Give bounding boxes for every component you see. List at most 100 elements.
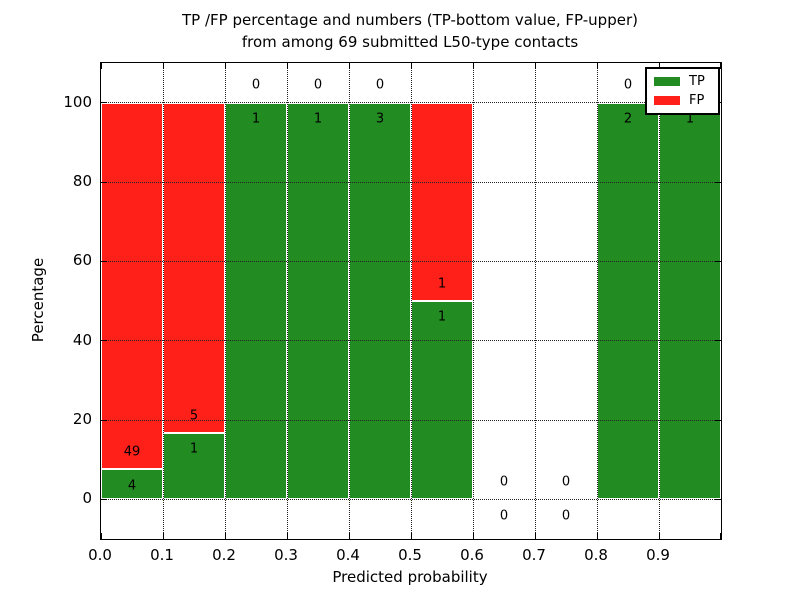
gridline-horizontal: [101, 181, 721, 183]
y-tick-label: 100: [63, 92, 92, 111]
y-tick-mark-right: [715, 340, 721, 342]
chart-title-line-1: TP /FP percentage and numbers (TP-bottom…: [182, 11, 638, 29]
y-tick-label: 0: [82, 489, 92, 508]
x-tick-label: 0.8: [584, 546, 608, 564]
tp-count-label: 1: [685, 111, 695, 127]
y-tick-label: 40: [72, 330, 92, 349]
legend-label-tp: TP: [689, 74, 705, 90]
gridline-vertical: [534, 63, 536, 539]
bar-segment-fp: [411, 102, 473, 301]
x-tick-mark-bottom: [472, 533, 474, 539]
fp-count-label: 0: [561, 474, 571, 490]
gridline-vertical: [658, 63, 660, 539]
x-tick-mark-bottom: [658, 533, 660, 539]
ticks-layer: [101, 63, 721, 539]
x-tick-mark-top: [410, 63, 412, 69]
y-tick-mark-left: [101, 181, 107, 183]
grid-layer: [101, 63, 721, 539]
bar-segment-tp: [411, 301, 473, 500]
x-tick-mark-top: [162, 63, 164, 69]
x-tick-mark-top: [720, 63, 721, 69]
fp-count-label: 0: [623, 77, 633, 93]
plot-area: 494510101031100000201: [100, 62, 722, 540]
tp-count-label: 0: [499, 508, 509, 524]
y-tick-label: 60: [72, 251, 92, 270]
tp-count-label: 3: [375, 111, 385, 127]
x-tick-mark-bottom: [224, 533, 226, 539]
bar-segment-tp: [597, 102, 659, 500]
gridline-vertical: [286, 63, 288, 539]
x-tick-mark-top: [534, 63, 536, 69]
bar-segment-tp: [225, 102, 287, 500]
x-tick-mark-top: [224, 63, 226, 69]
legend-row-tp: TP: [654, 74, 718, 89]
bar-segment-fp: [101, 102, 163, 470]
bars-layer: [101, 63, 721, 539]
y-tick-mark-left: [101, 260, 107, 262]
tp-swatch-icon: [654, 77, 680, 87]
gridline-vertical: [224, 63, 226, 539]
y-tick-mark-right: [715, 498, 721, 500]
fp-count-label: 0: [251, 77, 261, 93]
tp-count-label: 4: [127, 478, 137, 494]
fp-swatch-icon: [654, 95, 680, 105]
tp-count-label: 1: [313, 111, 323, 127]
x-axis-label: Predicted probability: [332, 568, 488, 586]
y-tick-mark-left: [101, 340, 107, 342]
fp-count-label: 1: [437, 276, 447, 292]
gridline-horizontal: [101, 498, 721, 500]
x-tick-mark-top: [286, 63, 288, 69]
x-tick-label: 0.6: [460, 546, 484, 564]
y-tick-mark-right: [715, 181, 721, 183]
y-axis-label: Percentage: [29, 257, 47, 343]
fp-count-label: 0: [375, 77, 385, 93]
x-tick-mark-bottom: [348, 533, 350, 539]
x-tick-label: 0.0: [88, 546, 112, 564]
tp-count-label: 1: [189, 441, 199, 457]
gridline-vertical: [472, 63, 474, 539]
x-tick-label: 0.5: [398, 546, 422, 564]
legend: TP FP: [645, 67, 720, 115]
legend-row-fp: FP: [654, 93, 718, 108]
bar-segment-tp: [349, 102, 411, 500]
x-tick-mark-bottom: [162, 533, 164, 539]
x-tick-label: 0.4: [336, 546, 360, 564]
y-tick-mark-right: [715, 260, 721, 262]
tp-count-label: 2: [623, 111, 633, 127]
tp-count-label: 0: [561, 508, 571, 524]
y-tick-label: 20: [72, 410, 92, 428]
bar-segment-fp: [163, 102, 225, 434]
x-tick-mark-top: [472, 63, 474, 69]
gridline-horizontal: [101, 419, 721, 421]
y-tick-mark-left: [101, 419, 107, 421]
fp-count-label: 0: [499, 474, 509, 490]
tp-count-label: 1: [437, 309, 447, 325]
x-tick-label: 0.3: [274, 546, 298, 564]
fp-count-label: 0: [313, 77, 323, 93]
x-tick-label: 0.9: [646, 546, 670, 564]
gridline-vertical: [162, 63, 164, 539]
x-tick-mark-bottom: [101, 533, 102, 539]
gridline-vertical: [596, 63, 598, 539]
x-tick-mark-bottom: [286, 533, 288, 539]
fp-count-label: 49: [123, 444, 141, 460]
gridline-vertical: [410, 63, 412, 539]
bar-segment-tp: [287, 102, 349, 500]
y-tick-label: 80: [72, 172, 92, 190]
fp-count-label: 5: [189, 408, 199, 424]
x-tick-label: 0.2: [212, 546, 236, 564]
bar-segment-tp: [163, 433, 225, 500]
chart-title-line-2: from among 69 submitted L50-type contact…: [241, 33, 579, 51]
gridline-horizontal: [101, 102, 721, 104]
gridline-horizontal: [101, 340, 721, 342]
x-tick-label: 0.1: [150, 546, 174, 564]
x-tick-mark-top: [596, 63, 598, 69]
x-tick-mark-top: [101, 63, 102, 69]
gridline-horizontal: [101, 260, 721, 262]
bar-labels-layer: 494510101031100000201: [101, 63, 721, 539]
x-tick-mark-bottom: [410, 533, 412, 539]
x-tick-label: 0.7: [522, 546, 546, 564]
y-tick-mark-left: [101, 498, 107, 500]
x-tick-mark-bottom: [534, 533, 536, 539]
